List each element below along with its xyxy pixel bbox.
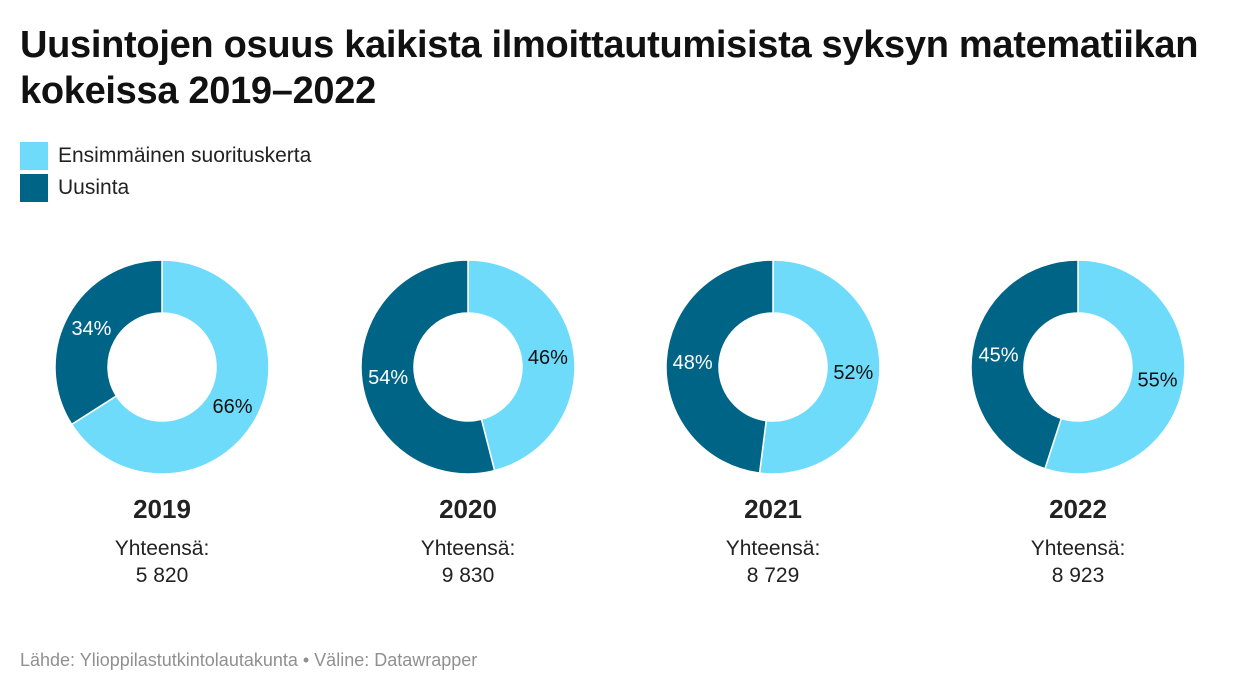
slice-first-attempt-label-2020: 46%: [528, 347, 568, 369]
legend-item-retake: Uusinta: [20, 172, 311, 204]
year-label-2019: 2019: [133, 494, 191, 524]
legend-swatch-retake: [20, 174, 48, 202]
slice-first-attempt-label-2022: 55%: [1137, 370, 1177, 392]
legend-label-retake: Uusinta: [58, 176, 130, 199]
year-label-2021: 2021: [744, 494, 802, 524]
slice-retake-2022: [970, 259, 1079, 470]
slice-first-attempt-label-2019: 66%: [213, 396, 253, 418]
year-label-2020: 2020: [439, 494, 497, 524]
total-value-2021: 8 729: [746, 564, 800, 587]
slice-first-attempt-label-2021: 52%: [833, 362, 873, 384]
slice-retake-label-2021: 48%: [673, 352, 713, 374]
source-note: Lähde: Ylioppilastutkintolautakunta • Vä…: [20, 650, 478, 670]
legend-swatch-first-attempt: [20, 142, 48, 170]
slice-retake-2019: [54, 259, 163, 426]
slice-first-attempt-2020: [467, 259, 576, 472]
total-value-2019: 5 820: [135, 564, 189, 587]
slice-first-attempt-2019: [70, 259, 270, 475]
year-label-2022: 2022: [1049, 494, 1107, 524]
slice-retake-2020: [360, 259, 496, 475]
total-label-2020: Yhteensä:: [420, 537, 516, 560]
total-label-2021: Yhteensä:: [725, 537, 821, 560]
total-value-2020: 9 830: [441, 564, 495, 587]
legend: Ensimmäinen suorituskerta Uusinta: [20, 140, 311, 204]
slice-retake-label-2022: 45%: [978, 344, 1018, 366]
slice-retake-label-2020: 54%: [368, 367, 408, 389]
legend-label-first-attempt: Ensimmäinen suorituskerta: [58, 144, 312, 167]
legend-item-first-attempt: Ensimmäinen suorituskerta: [20, 140, 311, 172]
slice-first-attempt-2021: [758, 259, 881, 475]
total-label-2019: Yhteensä:: [114, 537, 210, 560]
slice-first-attempt-2022: [1043, 259, 1186, 475]
total-value-2022: 8 923: [1051, 564, 1105, 587]
total-label-2022: Yhteensä:: [1030, 537, 1126, 560]
slice-retake-2021: [665, 259, 774, 474]
chart-title: Uusintojen osuus kaikista ilmoittautumis…: [20, 24, 1199, 112]
slice-retake-label-2019: 34%: [71, 318, 111, 340]
